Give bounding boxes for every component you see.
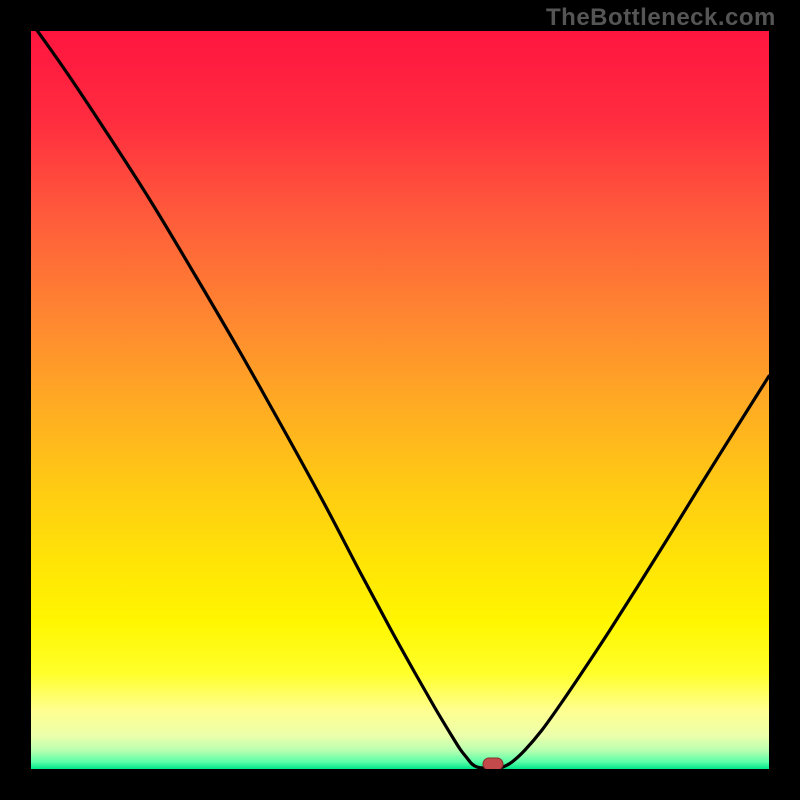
- bottleneck-chart: [0, 0, 800, 800]
- frame-bottom: [0, 769, 800, 800]
- frame-right: [769, 0, 800, 800]
- watermark-text: TheBottleneck.com: [546, 4, 776, 32]
- gradient-background: [31, 31, 769, 769]
- frame-left: [0, 0, 31, 800]
